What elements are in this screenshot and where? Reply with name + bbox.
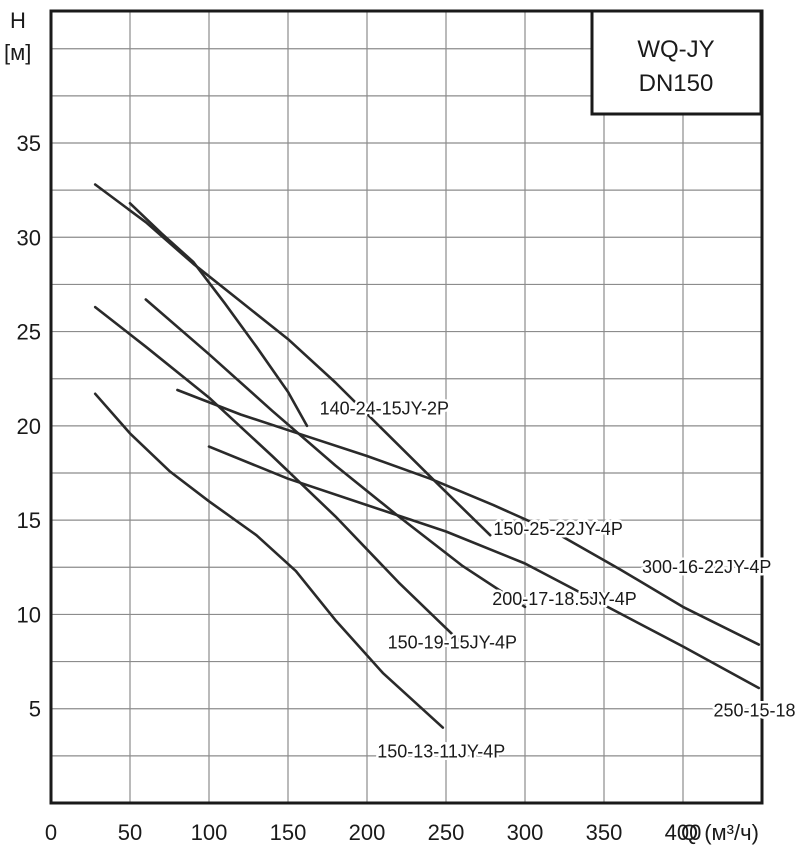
curve-label-150-25-22JY-4P: 150-25-22JY-4P [493, 519, 622, 539]
x-axis-label: Q (м³/ч) [681, 820, 759, 845]
plot-frame [49, 9, 764, 805]
y-axis-label-symbol: H [10, 8, 26, 33]
title-line-2: DN150 [639, 70, 714, 97]
curves [93, 183, 761, 729]
curve-label-150-13-11JY-4P: 150-13-11JY-4P [377, 742, 505, 762]
curve-150-19-15JY-4P [93, 305, 467, 648]
x-tick-label-0: 0 [45, 820, 57, 845]
curve-labels: 140-24-15JY-2P 150-25-22JY-4P 300-16-22JY-… [317, 396, 795, 764]
curve-140-24-15JY-2P [128, 202, 309, 428]
y-tick-label-15: 15 [17, 508, 41, 533]
x-tick-label-50: 50 [118, 820, 142, 845]
curve-label-140-24-15JY-2P: 140-24-15JY-2P [320, 399, 449, 419]
curve-label-250-15-18.5JY-4P: 250-15-18.5JY-4P [713, 700, 795, 720]
y-tick-label-5: 5 [29, 697, 41, 722]
y-tick-label-25: 25 [17, 320, 41, 345]
curve-150-25-22JY-4P [93, 183, 492, 537]
title-line-1: WQ-JY [637, 36, 714, 63]
curve-label-200-17-18.5JY-4P: 200-17-18.5JY-4P [492, 589, 636, 609]
curve-200-17-18.5JY-4P [144, 298, 527, 609]
x-tick-label-400: 400 [665, 820, 702, 845]
curve-label-300-16-22JY-4P: 300-16-22JY-4P [642, 557, 771, 577]
x-tick-label-150: 150 [270, 820, 307, 845]
y-tick-label-20: 20 [17, 414, 41, 439]
curve-300-16-22JY-4P [176, 388, 761, 646]
title-box-frame [590, 9, 763, 116]
x-tick-label-350: 350 [586, 820, 623, 845]
x-tick-label-300: 300 [507, 820, 544, 845]
x-tick-label-200: 200 [349, 820, 386, 845]
y-tick-label-30: 30 [17, 225, 41, 250]
x-tick-label-250: 250 [428, 820, 465, 845]
y-tick-label-35: 35 [17, 131, 41, 156]
y-axis-label-unit: [м] [4, 40, 31, 65]
axes: 0 50 100 150 200 250 300 350 400 5 10 15 20 25 30 35 [17, 9, 764, 845]
curve-label-150-19-15JY-4P: 150-19-15JY-4P [388, 632, 517, 652]
x-tick-label-100: 100 [191, 820, 228, 845]
title-box: WQ-JY DN150 [590, 9, 763, 116]
y-tick-label-10: 10 [17, 602, 41, 627]
curve-150-13-11JY-4P [93, 392, 445, 729]
